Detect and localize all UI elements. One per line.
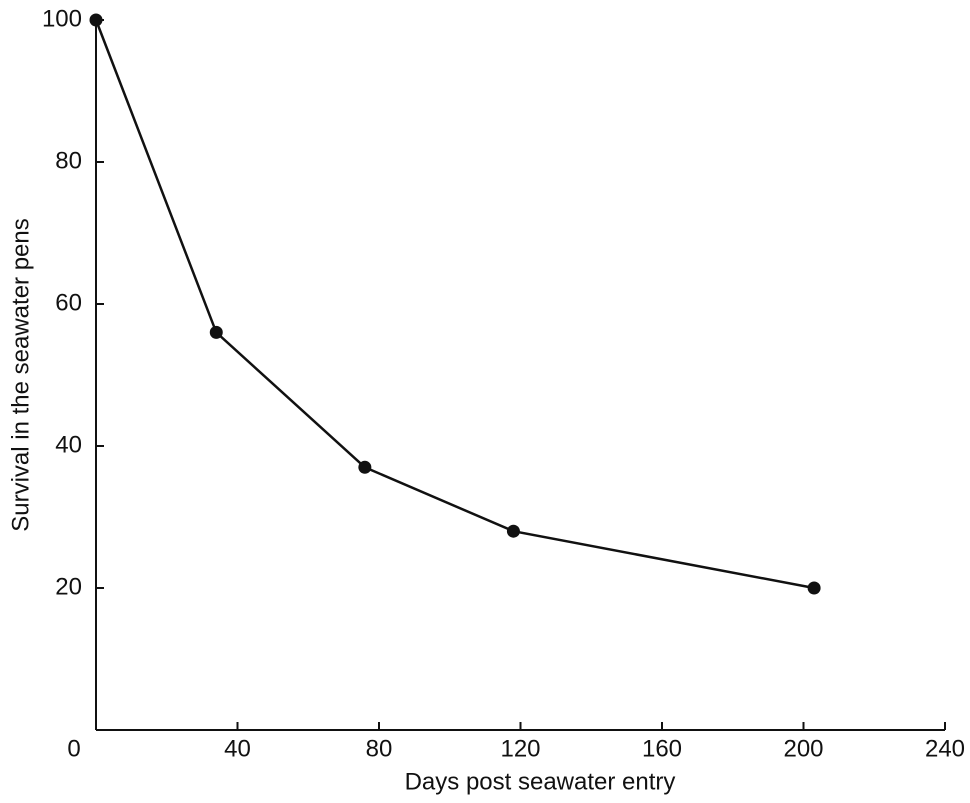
x-tick-label: 80	[366, 735, 393, 762]
y-tick-label: 60	[55, 289, 82, 316]
data-point	[89, 13, 103, 27]
y-axis-label: Survival in the seawater pens	[7, 218, 34, 532]
data-point	[807, 581, 821, 595]
y-tick-label: 40	[55, 431, 82, 458]
data-point	[506, 524, 520, 538]
x-tick-label: 120	[500, 735, 540, 762]
data-point	[358, 460, 372, 474]
data-point	[209, 325, 223, 339]
y-tick-label: 100	[42, 5, 82, 32]
data-line	[94, 19, 815, 590]
x-tick-label: 40	[224, 735, 251, 762]
x-tick-label: 160	[642, 735, 682, 762]
x-tick-label: 0	[67, 735, 80, 762]
y-tick-label: 20	[55, 573, 82, 600]
x-tick-label: 200	[783, 735, 823, 762]
y-tick-label: 80	[55, 147, 82, 174]
x-axis-label: Days post seawater entry	[405, 768, 676, 795]
x-tick-label: 240	[925, 735, 965, 762]
